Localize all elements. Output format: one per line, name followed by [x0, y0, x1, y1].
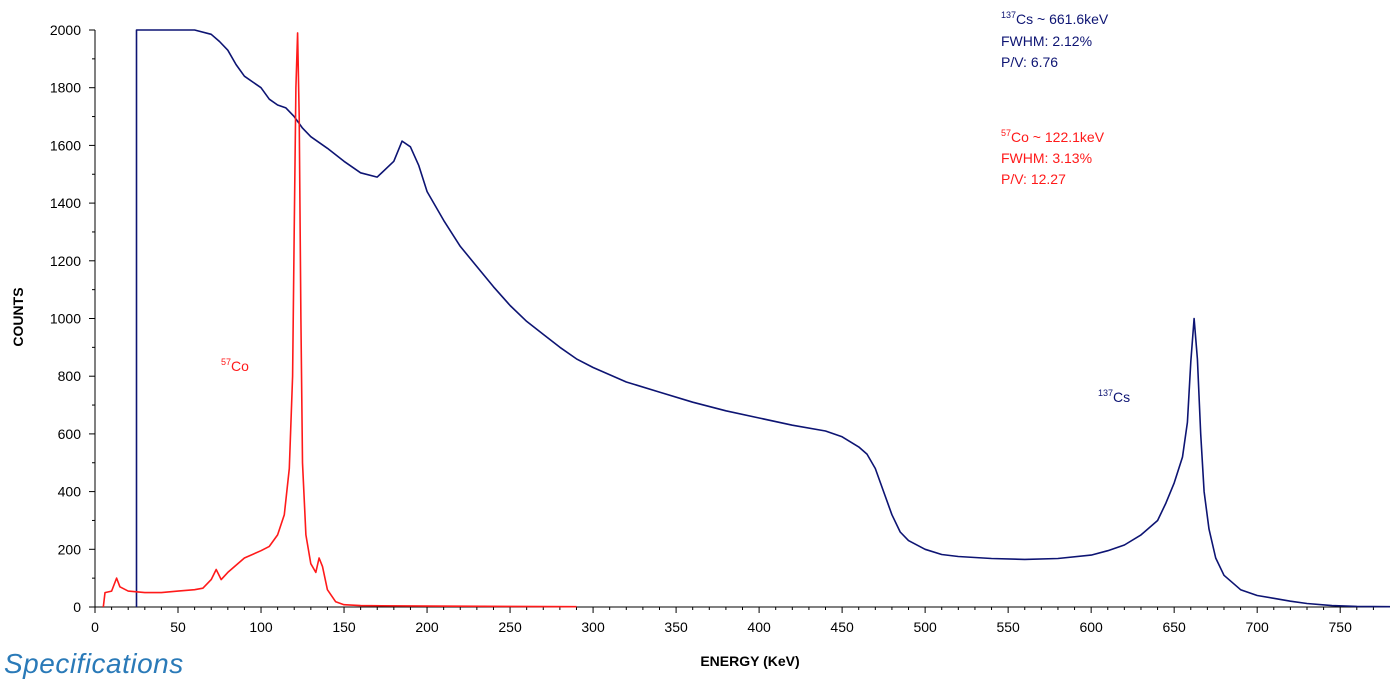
x-axis-ticks: 0 50 100 150 200 250 300 350 400 450 500 550 600 650 7…: [91, 607, 1374, 635]
x-tick-label: 250: [498, 619, 522, 635]
x-tick-label: 500: [913, 619, 937, 635]
x-tick-label: 400: [747, 619, 771, 635]
y-axis-title: COUNTS: [10, 287, 26, 346]
cs137-info-line-1: 137Cs ~ 661.6keV: [1001, 10, 1109, 27]
co57-info-line-3: P/V: 12.27: [1001, 171, 1066, 187]
y-tick-label: 600: [58, 426, 82, 442]
y-tick-label: 800: [58, 368, 82, 384]
x-tick-label: 300: [581, 619, 605, 635]
cs137-info: 137Cs ~ 661.6keV FWHM: 2.12% P/V: 6.76: [1001, 10, 1109, 70]
y-tick-label: 1600: [50, 137, 81, 153]
x-axis-title: ENERGY (KeV): [700, 653, 799, 669]
x-tick-label: 600: [1079, 619, 1103, 635]
cs137-peak-label: 137Cs: [1098, 388, 1130, 405]
y-tick-label: 1200: [50, 253, 81, 269]
y-axis-ticks: 0 200 400 600 800 1000 1200 1400 1600 1800 2000: [50, 22, 95, 615]
x-tick-label: 100: [249, 619, 273, 635]
y-tick-label: 1800: [50, 80, 81, 96]
x-tick-label: 700: [1245, 619, 1269, 635]
x-tick-label: 0: [91, 619, 99, 635]
x-tick-label: 50: [170, 619, 186, 635]
co57-peak-label: 57Co: [221, 357, 249, 374]
x-tick-label: 200: [415, 619, 439, 635]
co57-info: 57Co ~ 122.1keV FWHM: 3.13% P/V: 12.27: [1001, 128, 1105, 187]
cs137-info-line-2: FWHM: 2.12%: [1001, 33, 1092, 49]
cs137-info-line-3: P/V: 6.76: [1001, 54, 1058, 70]
y-tick-label: 1400: [50, 195, 81, 211]
x-tick-label: 750: [1329, 619, 1353, 635]
section-heading: Specifications: [4, 648, 184, 679]
co57-info-line-2: FWHM: 3.13%: [1001, 150, 1092, 166]
y-tick-label: 1000: [50, 311, 81, 327]
y-tick-label: 0: [73, 599, 81, 615]
x-tick-label: 150: [332, 619, 356, 635]
y-tick-label: 2000: [50, 22, 81, 38]
co57-series-line: [102, 32, 577, 608]
series-lines: [102, 29, 1391, 608]
x-tick-label: 350: [664, 619, 688, 635]
x-tick-label: 450: [830, 619, 854, 635]
cs137-series-line: [135, 29, 1391, 608]
y-tick-label: 200: [58, 541, 82, 557]
co57-info-line-1: 57Co ~ 122.1keV: [1001, 128, 1105, 145]
y-tick-label: 400: [58, 484, 82, 500]
x-tick-label: 550: [996, 619, 1020, 635]
x-tick-label: 650: [1162, 619, 1186, 635]
axes: [94, 30, 1390, 608]
